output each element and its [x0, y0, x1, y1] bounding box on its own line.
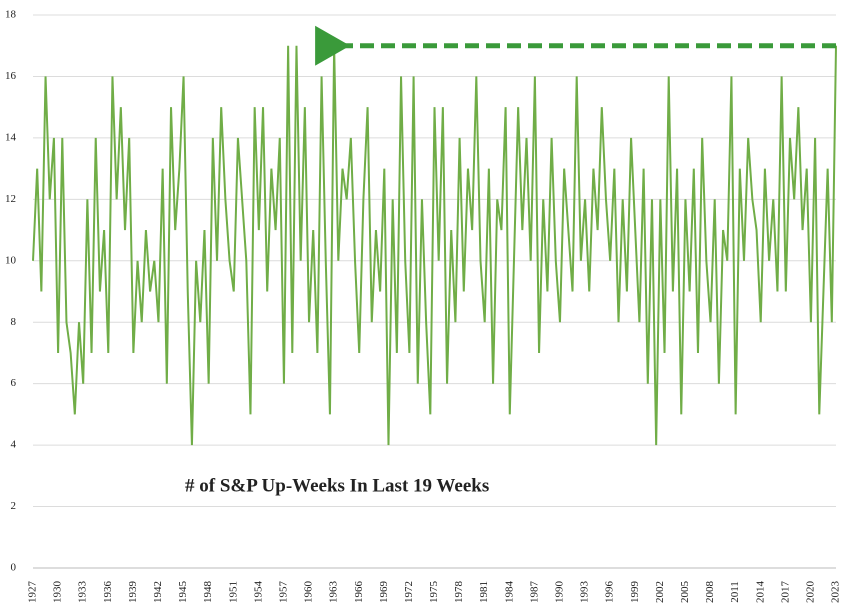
- line-series: [32, 45, 837, 446]
- x-tick-label: 1957: [277, 581, 289, 604]
- x-tick-label: 2014: [754, 581, 766, 604]
- x-tick-label: 1990: [554, 581, 566, 604]
- y-tick-label: 16: [5, 70, 17, 82]
- x-tick-label: 1936: [102, 581, 114, 604]
- y-tick-label: 2: [11, 500, 17, 512]
- x-tick-label: 1987: [528, 581, 540, 604]
- x-tick-label: 1993: [579, 581, 591, 604]
- x-tick-label: 1927: [27, 581, 39, 604]
- x-tick-label: 1945: [177, 581, 189, 604]
- y-tick-label: 18: [5, 9, 17, 21]
- x-tick-label: 1954: [252, 581, 264, 604]
- x-tick-label: 1951: [227, 581, 239, 603]
- x-tick-label: 1930: [52, 581, 64, 604]
- x-tick-label: 1975: [428, 581, 440, 604]
- x-tick-label: 1948: [202, 581, 214, 604]
- x-tick-label: 2002: [654, 581, 666, 603]
- x-tick-label: 1978: [453, 581, 465, 604]
- y-tick-label: 8: [11, 316, 17, 328]
- x-tick-label: 1933: [77, 581, 89, 604]
- x-tick-label: 1939: [127, 581, 139, 604]
- x-tick-label: 2005: [679, 581, 691, 604]
- x-tick-label: 1963: [328, 581, 340, 604]
- x-tick-label: 2020: [804, 581, 816, 604]
- y-tick-label: 0: [11, 562, 17, 574]
- x-tick-label: 1966: [353, 581, 365, 604]
- x-tick-label: 1960: [303, 581, 315, 604]
- annotation: # of S&P Up-Weeks In Last 19 Weeks: [185, 475, 489, 496]
- y-tick-label: 6: [11, 377, 17, 389]
- x-tick-label: 2017: [779, 581, 791, 604]
- x-tick-label: 2023: [830, 581, 842, 604]
- x-tick-label: 1999: [629, 581, 641, 604]
- x-tick-label: 2008: [704, 581, 716, 604]
- y-tick-label: 14: [5, 131, 17, 143]
- x-tick-label: 1942: [152, 581, 164, 603]
- y-tick-label: 10: [5, 254, 17, 266]
- x-tick-label: 1969: [378, 581, 390, 604]
- x-tick-label: 1996: [604, 581, 616, 604]
- x-tick-label: 1981: [478, 581, 490, 603]
- x-tick-label: 1972: [403, 581, 415, 603]
- x-tick-label: 2011: [729, 581, 741, 603]
- x-tick-label: 1984: [503, 581, 515, 604]
- y-tick-label: 4: [11, 439, 17, 451]
- y-tick-label: 12: [5, 193, 16, 205]
